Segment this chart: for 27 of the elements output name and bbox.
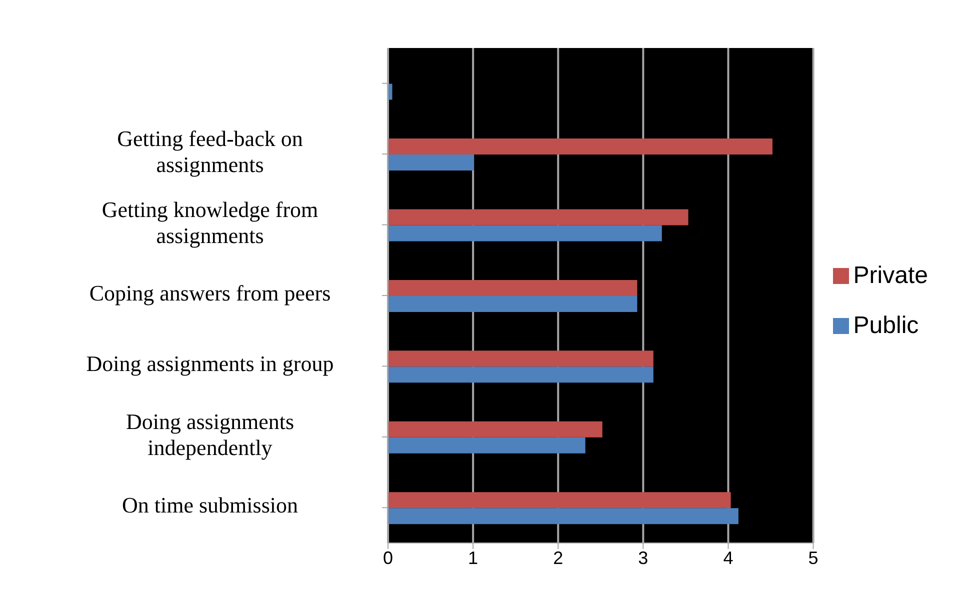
bar <box>388 209 688 226</box>
x-tick-label: 5 <box>808 548 818 568</box>
x-tick-label: 2 <box>553 548 564 568</box>
y-tick-label: On time submission <box>122 492 298 518</box>
y-tick-label: Getting feed-back on assignments <box>117 126 303 178</box>
bar <box>388 366 654 383</box>
bar <box>388 138 772 155</box>
bar <box>388 437 586 454</box>
bar <box>388 508 738 524</box>
bar <box>388 350 654 367</box>
bar <box>388 280 638 296</box>
bar <box>388 421 602 438</box>
bar <box>388 296 638 312</box>
x-tick-label: 3 <box>638 548 648 568</box>
x-tick-label: 4 <box>723 548 734 568</box>
y-tick-label: Coping answers from peers <box>89 280 331 306</box>
y-tick-label: Doing assignments independently <box>126 408 294 460</box>
y-tick-label: Getting knowledge from assignments <box>102 196 318 248</box>
bar <box>388 154 474 171</box>
legend-label: Private <box>853 262 928 288</box>
bar <box>388 492 731 508</box>
legend-label: Public <box>853 312 919 338</box>
bar <box>388 84 392 100</box>
y-tick-label: Doing assignments in group <box>86 351 334 376</box>
x-tick-label: 0 <box>382 548 394 568</box>
x-tick-label: 1 <box>468 548 478 568</box>
bar <box>388 225 662 242</box>
